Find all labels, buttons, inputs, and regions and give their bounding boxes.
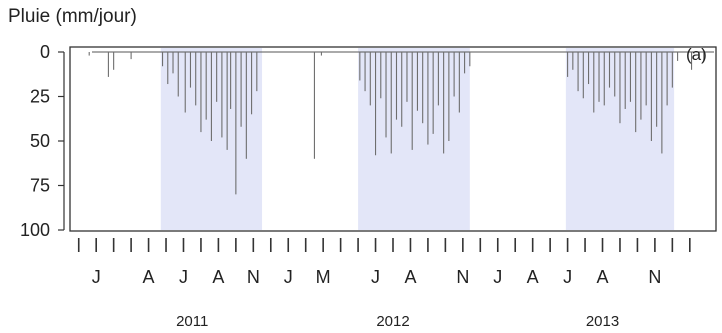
rain-bars (88, 52, 705, 195)
year-label-0: 2011 (176, 313, 208, 330)
y-tick-label-2: 50 (30, 131, 50, 151)
x-tick-label-14: N (648, 267, 661, 287)
x-tick-label-13: A (597, 267, 609, 287)
year-label-1: 2012 (376, 313, 409, 330)
y-axis-label: Pluie (mm/jour) (8, 6, 137, 27)
y-tick-label-3: 75 (30, 176, 50, 196)
x-tick-label-9: N (456, 267, 469, 287)
x-tick-label-11: A (527, 267, 539, 287)
x-tick-label-0: J (92, 267, 101, 287)
shaded-period-1 (358, 48, 470, 230)
x-tick-label-8: A (404, 267, 416, 287)
plot-frame (69, 46, 717, 232)
x-tick-label-7: J (371, 267, 380, 287)
y-tick-label-1: 25 (30, 87, 50, 107)
year-label-2: 2013 (586, 313, 619, 330)
y-tick-label-4: 100 (20, 220, 50, 240)
x-tick-label-10: J (493, 267, 502, 287)
x-tick-label-12: J (563, 267, 572, 287)
x-tick-label-4: N (247, 267, 260, 287)
y-axis: 0 25 50 75 100 (20, 42, 65, 240)
y-tick-label-0: 0 (40, 42, 50, 62)
panel-label: (a) (686, 45, 707, 64)
x-tick-label-1: A (143, 267, 155, 287)
x-tick-label-6: M (316, 267, 331, 287)
x-tick-label-5: J (284, 267, 293, 287)
x-tick-label-3: A (212, 267, 224, 287)
year-labels: 2011 2012 2013 (176, 313, 619, 330)
x-tick-label-2: J (179, 267, 188, 287)
